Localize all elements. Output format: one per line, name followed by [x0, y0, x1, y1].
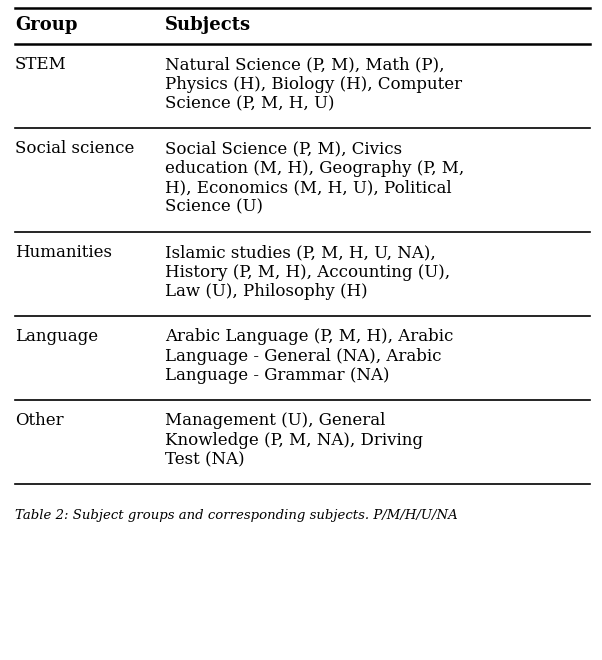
Text: Group: Group — [15, 16, 78, 34]
Text: Management (U), General
Knowledge (P, M, NA), Driving
Test (NA): Management (U), General Knowledge (P, M,… — [165, 412, 423, 468]
Text: Other: Other — [15, 412, 64, 429]
Text: Table 2: Subject groups and corresponding subjects. P/M/H/U/NA: Table 2: Subject groups and correspondin… — [15, 509, 458, 522]
Text: Social Science (P, M), Civics
education (M, H), Geography (P, M,
H), Economics (: Social Science (P, M), Civics education … — [165, 140, 464, 216]
Text: Islamic studies (P, M, H, U, NA),
History (P, M, H), Accounting (U),
Law (U), Ph: Islamic studies (P, M, H, U, NA), Histor… — [165, 244, 450, 300]
Text: STEM: STEM — [15, 56, 67, 73]
Text: Humanities: Humanities — [15, 244, 112, 261]
Text: Language: Language — [15, 328, 98, 345]
Text: Arabic Language (P, M, H), Arabic
Language - General (NA), Arabic
Language - Gra: Arabic Language (P, M, H), Arabic Langua… — [165, 328, 453, 384]
Text: Social science: Social science — [15, 140, 134, 157]
Text: Natural Science (P, M), Math (P),
Physics (H), Biology (H), Computer
Science (P,: Natural Science (P, M), Math (P), Physic… — [165, 56, 462, 112]
Text: Subjects: Subjects — [165, 16, 251, 34]
